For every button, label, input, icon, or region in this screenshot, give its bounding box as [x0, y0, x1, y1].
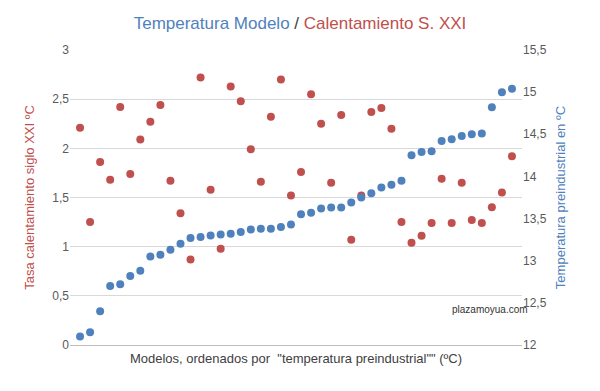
svg-text:12: 12	[523, 338, 537, 352]
svg-text:15: 15	[523, 85, 537, 99]
svg-text:Temperatura Modelo / Calentami: Temperatura Modelo / Calentamiento S. XX…	[134, 14, 467, 33]
svg-text:13,5: 13,5	[523, 212, 547, 226]
svg-text:Temperatura preindustrial en º: Temperatura preindustrial en ºC	[553, 106, 568, 289]
svg-text:0,5: 0,5	[52, 289, 69, 303]
svg-text:2,5: 2,5	[52, 92, 69, 106]
svg-text:12,5: 12,5	[523, 296, 547, 310]
svg-text:Modelos, ordenados por "tempe: Modelos, ordenados por "temperatura prei…	[130, 351, 462, 366]
svg-text:14,5: 14,5	[523, 127, 547, 141]
svg-text:15,5: 15,5	[523, 43, 547, 57]
svg-text:13: 13	[523, 254, 537, 268]
svg-text:14: 14	[523, 170, 537, 184]
svg-text:1: 1	[62, 240, 69, 254]
svg-text:Tasa calentamiento siglo XXI º: Tasa calentamiento siglo XXI ºC	[22, 105, 37, 290]
svg-text:plazamoyua.com: plazamoyua.com	[452, 304, 528, 315]
svg-text:1,5: 1,5	[52, 191, 69, 205]
svg-text:3: 3	[62, 43, 69, 57]
svg-text:2: 2	[62, 142, 69, 156]
svg-text:0: 0	[62, 338, 69, 352]
